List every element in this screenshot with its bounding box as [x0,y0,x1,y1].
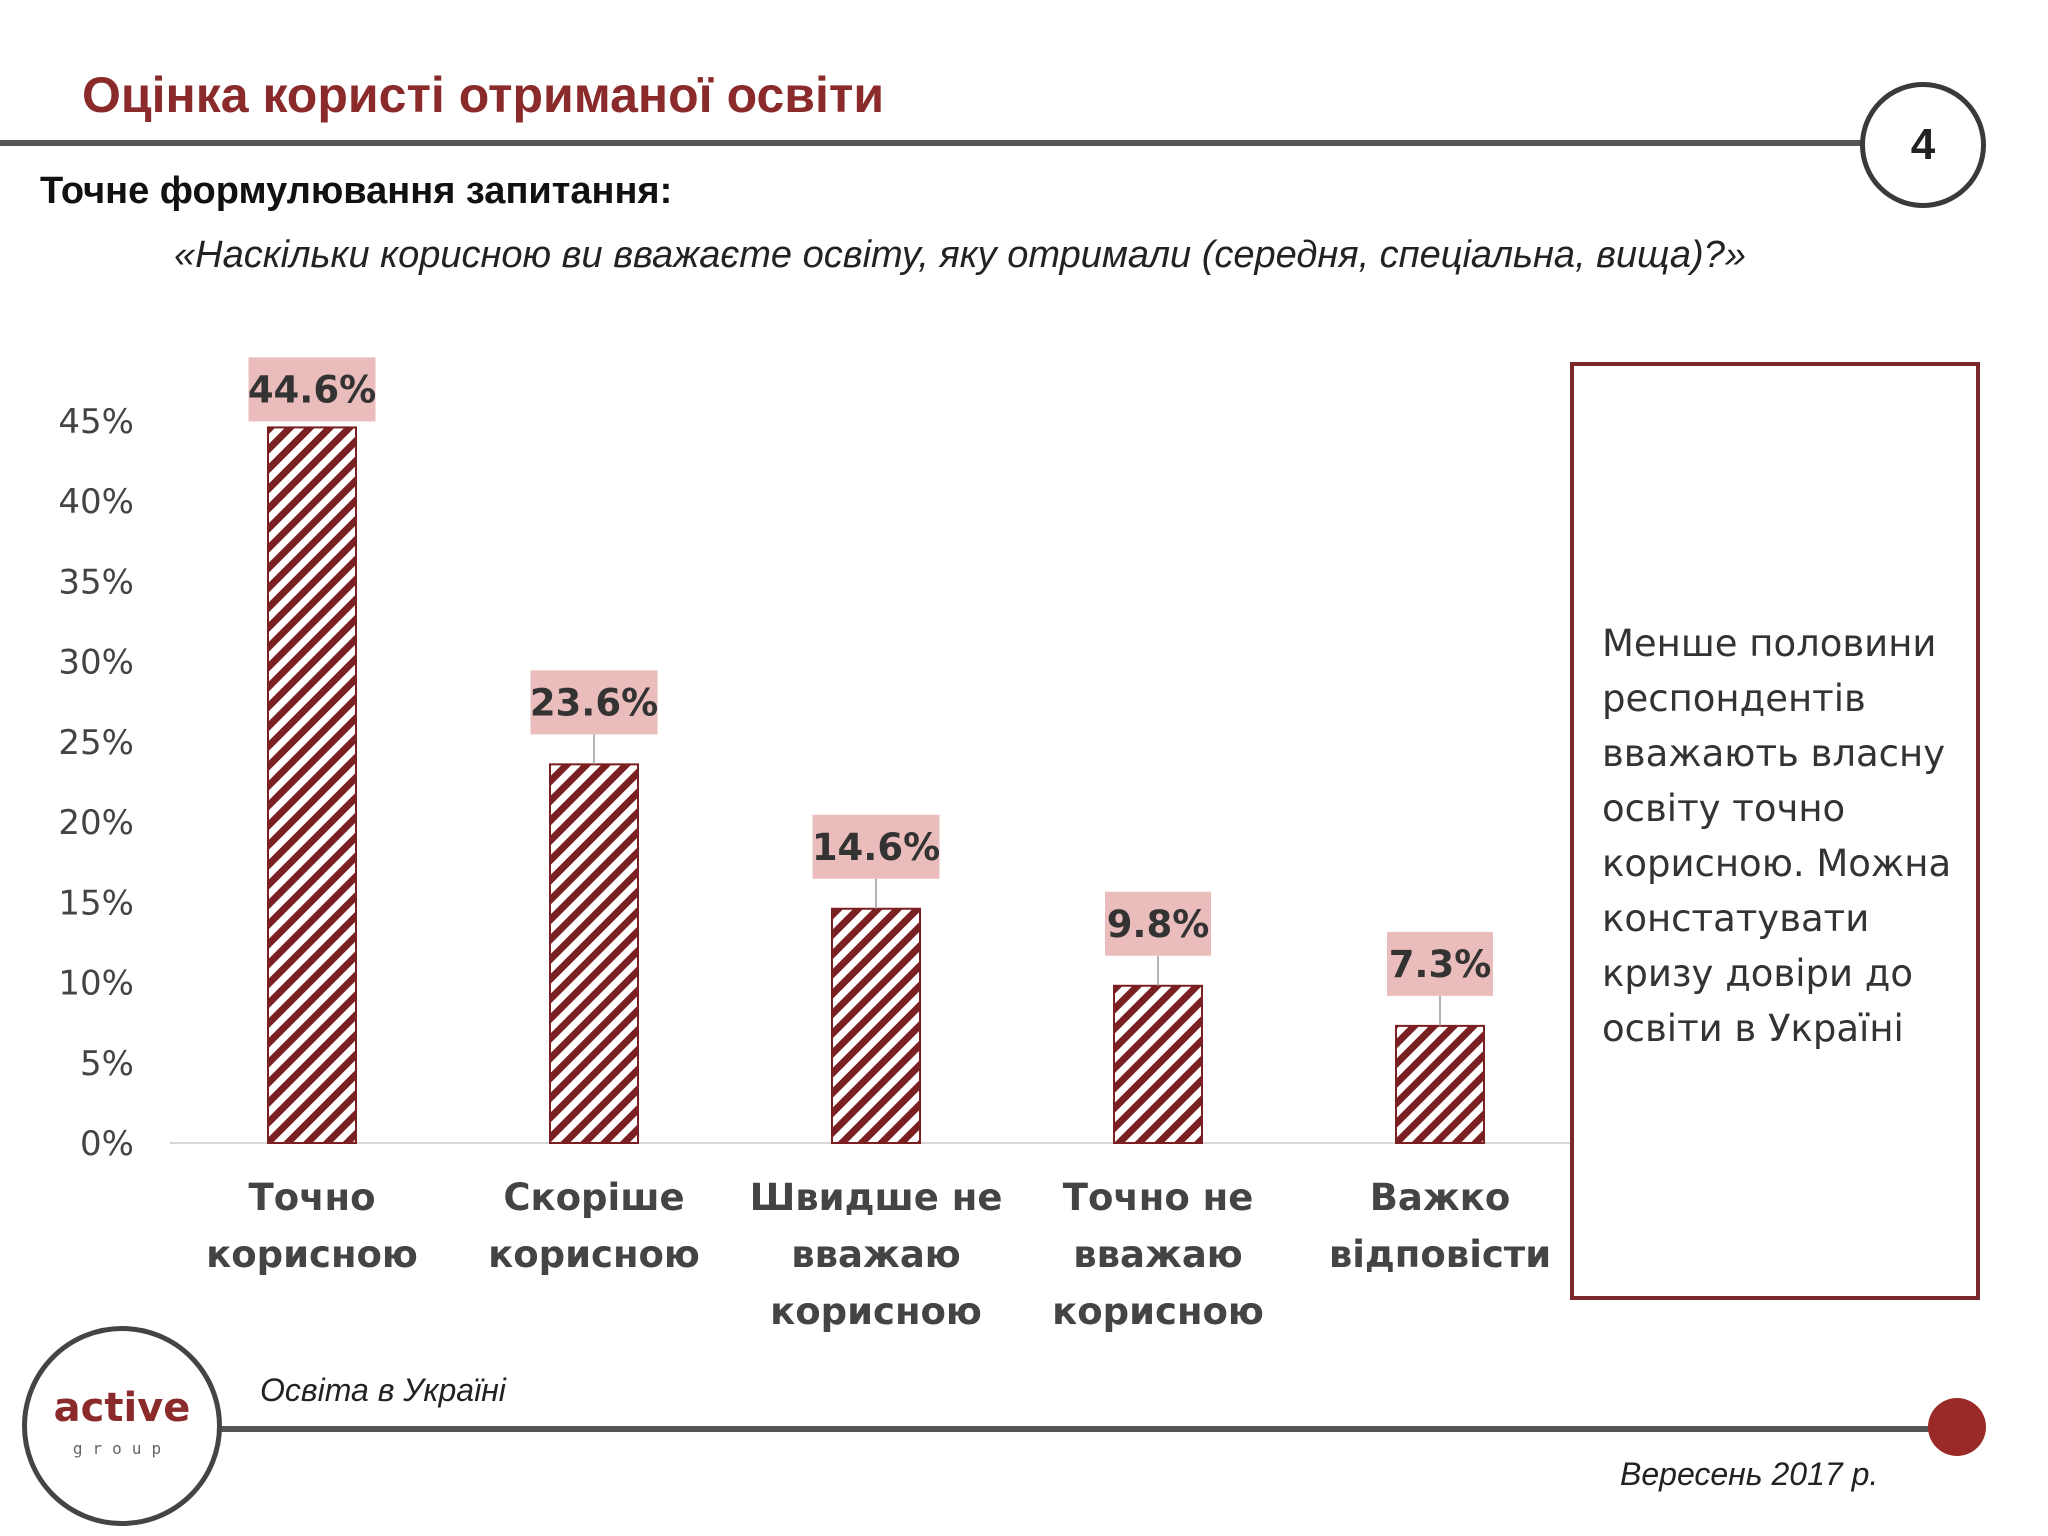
insight-box: Менше половини респондентів вважають вла… [1570,362,1980,1300]
footer-project-name: Освіта в Україні [260,1372,506,1408]
category-label: корисною [1052,1290,1264,1333]
category-label: Скоріше [503,1176,684,1219]
y-tick-label: 20% [58,803,134,843]
bar [267,426,357,1144]
data-label: 23.6% [530,681,658,724]
data-label-box [1105,891,1211,956]
y-tick-label: 40% [58,482,134,522]
header-divider [0,140,1870,146]
y-tick-label: 35% [58,562,134,602]
category-label: Швидше не [750,1176,1003,1219]
data-label-box [1387,931,1493,996]
data-label-box [530,670,658,735]
data-label-box [812,814,940,879]
category-label: вважаю [1073,1233,1243,1276]
accent-dot [1928,1398,1986,1456]
page-number-badge: 4 [1860,82,1986,208]
y-tick-label: 45% [58,402,134,442]
bar [831,907,921,1144]
footer-date: Вересень 2017 р. [1620,1456,1879,1492]
y-tick-label: 5% [80,1044,134,1084]
y-tick-label: 0% [80,1124,134,1164]
data-label: 9.8% [1107,903,1210,946]
bar [1113,984,1203,1145]
data-label-box [248,357,376,422]
insight-text: Менше половини респондентів вважають вла… [1602,622,1952,1050]
page-title: Оцінка користі отриманої освіти [82,67,885,123]
question-label: Точне формулювання запитання: [40,170,673,212]
category-label: корисною [206,1233,418,1276]
category-label: Точно [248,1176,375,1219]
y-tick-label: 15% [58,883,134,923]
question-text: «Наскільки корисною ви вважаєте освіту, … [174,234,1746,276]
category-label: Точно не [1063,1176,1254,1219]
logo-word: active [53,1385,191,1431]
y-tick-label: 25% [58,723,134,763]
y-tick-label: 30% [58,643,134,683]
data-label: 44.6% [248,368,376,411]
category-label: корисною [770,1290,982,1333]
data-label: 7.3% [1389,943,1492,986]
category-label: вважаю [791,1233,961,1276]
bar [1395,1024,1485,1145]
footer-divider [210,1426,1945,1432]
category-label: відповісти [1329,1233,1551,1276]
data-label: 14.6% [812,826,940,869]
category-label: Важко [1370,1176,1511,1219]
category-label: корисною [488,1233,700,1276]
page-number: 4 [1910,120,1936,169]
company-logo: active group [22,1326,222,1526]
logo-subtext: group [72,1439,172,1458]
y-tick-label: 10% [58,964,134,1004]
bar [549,763,639,1145]
